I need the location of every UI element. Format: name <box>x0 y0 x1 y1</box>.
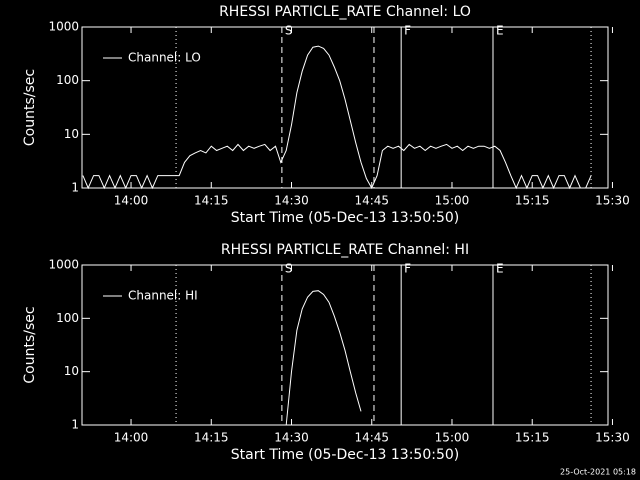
x-tick-label: 15:15 <box>515 431 550 445</box>
data-line <box>285 290 362 426</box>
x-tick-label: 15:00 <box>435 194 470 208</box>
plot-frame <box>81 264 609 426</box>
chart-title: RHESSI PARTICLE_RATE Channel: LO <box>219 4 471 20</box>
x-tick-label: 15:00 <box>435 431 470 445</box>
y-tick-label: 10 <box>64 127 79 141</box>
event-label: S <box>285 262 293 276</box>
chart-title: RHESSI PARTICLE_RATE Channel: HI <box>221 242 469 258</box>
event-label: S <box>285 24 293 38</box>
y-tick-label: 100 <box>56 311 79 325</box>
x-tick-label: 14:30 <box>274 431 309 445</box>
y-tick-label: 1000 <box>48 20 79 34</box>
event-label: E <box>496 24 504 38</box>
event-label: E <box>496 262 504 276</box>
x-axis-label: Start Time (05-Dec-13 13:50:50) <box>231 447 459 463</box>
x-tick-label: 14:45 <box>354 194 389 208</box>
y-tick-label: 10 <box>64 364 79 378</box>
x-tick-label: 15:30 <box>595 194 630 208</box>
y-tick-label: 1000 <box>48 258 79 272</box>
footer: 25-Oct-2021 05:18 <box>560 468 636 477</box>
y-axis-label: Counts/sec <box>22 306 38 383</box>
legend-label: Channel: LO <box>128 51 201 65</box>
y-tick-label: 1 <box>71 418 79 432</box>
x-tick-label: 14:15 <box>194 194 229 208</box>
x-tick-label: 14:00 <box>114 194 149 208</box>
x-tick-label: 15:30 <box>595 431 630 445</box>
x-tick-label: 14:45 <box>354 431 389 445</box>
data-line <box>82 45 592 190</box>
x-tick-label: 14:15 <box>194 431 229 445</box>
event-label: F <box>404 24 411 38</box>
x-tick-label: 14:00 <box>114 431 149 445</box>
legend-label: Channel: HI <box>128 289 198 303</box>
x-tick-label: 15:15 <box>515 194 550 208</box>
y-tick-label: 1 <box>71 181 79 195</box>
plot-frame <box>81 26 609 189</box>
y-tick-label: 100 <box>56 73 79 87</box>
x-tick-label: 14:30 <box>274 194 309 208</box>
event-label: F <box>404 262 411 276</box>
x-axis-label: Start Time (05-Dec-13 13:50:50) <box>231 210 459 226</box>
y-axis-label: Counts/sec <box>22 69 38 146</box>
